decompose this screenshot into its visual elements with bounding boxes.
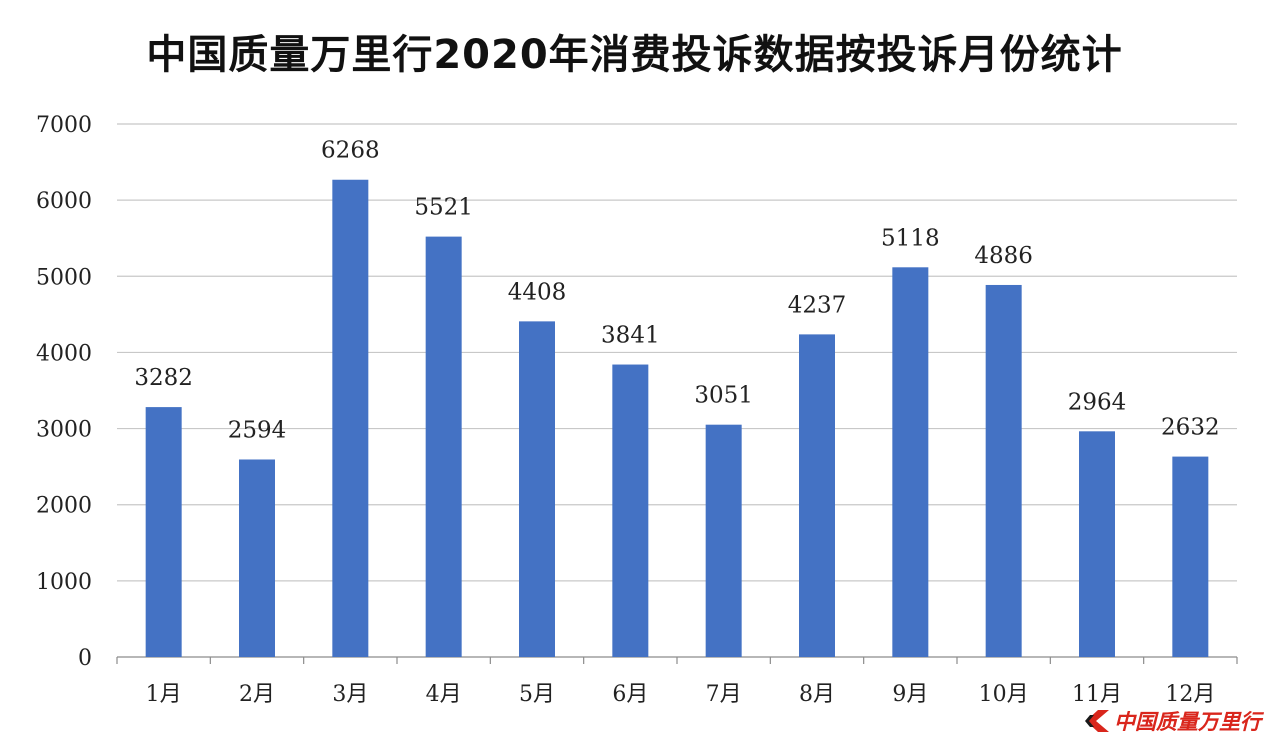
y-tick-label: 6000	[36, 189, 92, 214]
data-label: 6268	[321, 138, 380, 164]
chart-title: 中国质量万里行2020年消费投诉数据按投诉月份统计	[146, 32, 1123, 78]
x-tick-label: 2月	[239, 682, 275, 707]
x-tick-label: 10月	[979, 682, 1029, 707]
x-tick-label: 5月	[519, 682, 555, 707]
data-label: 3282	[134, 365, 193, 391]
y-tick-label: 7000	[36, 113, 92, 138]
bar	[705, 424, 742, 657]
bar	[799, 334, 835, 657]
x-tick-label: 8月	[799, 682, 835, 707]
x-tick-label: 1月	[146, 682, 182, 707]
bar	[1079, 431, 1115, 657]
y-tick-label: 2000	[36, 494, 92, 519]
x-tick-label: 6月	[612, 682, 648, 707]
y-tick-label: 5000	[36, 265, 92, 290]
y-tick-label: 4000	[36, 341, 92, 366]
y-tick-label: 3000	[36, 418, 92, 443]
data-label: 2964	[1068, 389, 1127, 415]
bar	[985, 284, 1022, 657]
x-tick-label: 3月	[332, 682, 368, 707]
x-tick-label: 9月	[892, 682, 928, 707]
y-tick-label: 0	[78, 646, 92, 671]
bar	[612, 364, 649, 657]
bar	[239, 459, 275, 657]
data-label: 3051	[694, 383, 753, 409]
y-tick-label: 1000	[36, 570, 92, 595]
data-label: 2632	[1161, 415, 1220, 441]
data-label: 4886	[974, 243, 1033, 269]
x-tick-label: 4月	[426, 682, 462, 707]
data-label: 5118	[881, 225, 940, 251]
logo-icon	[1085, 710, 1109, 732]
data-label: 3841	[601, 323, 660, 349]
watermark-text: 中国质量万里行	[1114, 710, 1261, 734]
data-label: 2594	[228, 417, 287, 443]
bar	[1172, 456, 1209, 657]
data-label: 4408	[508, 279, 567, 305]
bar	[892, 267, 929, 657]
data-label: 4237	[788, 292, 847, 318]
bar	[332, 179, 369, 657]
watermark-logo: 中国质量万里行	[1084, 706, 1261, 736]
bar	[425, 236, 462, 657]
data-label: 5521	[414, 195, 473, 221]
x-tick-label: 12月	[1165, 682, 1215, 707]
bar	[145, 407, 182, 657]
bar	[519, 321, 555, 657]
x-tick-label: 11月	[1072, 682, 1122, 707]
x-tick-label: 7月	[706, 682, 742, 707]
